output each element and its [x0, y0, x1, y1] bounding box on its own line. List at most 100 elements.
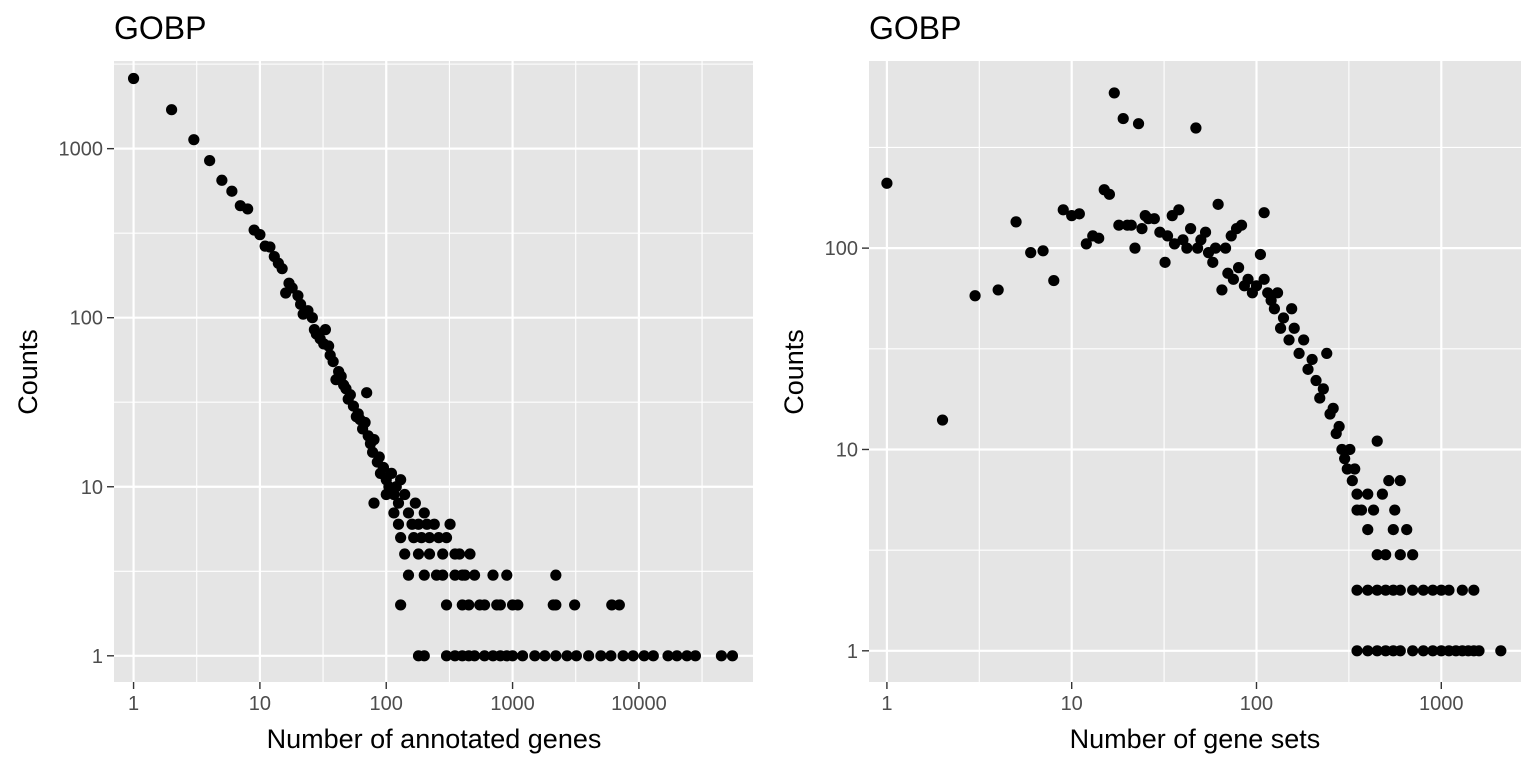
data-point [1389, 504, 1401, 516]
data-point [423, 548, 436, 560]
data-point [1185, 223, 1197, 235]
data-point [1242, 273, 1254, 285]
data-point [1190, 122, 1202, 134]
data-point [440, 532, 453, 544]
data-point [456, 569, 468, 581]
data-point [1010, 216, 1022, 228]
chart-right: GOBP 1 10 100 1000 1 10 100 Number of gene set… [779, 10, 1521, 754]
data-point [726, 650, 739, 662]
data-point [491, 599, 503, 611]
data-point [292, 290, 304, 302]
data-point [1401, 523, 1413, 536]
data-point [478, 650, 491, 662]
data-point [373, 451, 385, 463]
data-point [415, 532, 428, 544]
data-point [1394, 475, 1406, 487]
data-point [166, 104, 178, 116]
y-tick-label: 1000 [59, 139, 104, 161]
data-point [1113, 219, 1125, 231]
data-point [361, 387, 373, 399]
x-axis-title: Number of annotated genes [267, 724, 602, 754]
data-point [428, 518, 440, 530]
data-point [647, 650, 659, 662]
data-point [392, 518, 405, 530]
data-point [1417, 584, 1429, 596]
data-point [188, 134, 200, 146]
data-point [715, 650, 728, 662]
data-point [992, 284, 1004, 296]
plot-panel [114, 61, 753, 682]
data-point [605, 650, 617, 662]
data-point [468, 650, 481, 662]
data-point [1125, 219, 1137, 231]
data-point [1346, 475, 1358, 487]
data-point [327, 356, 339, 368]
data-point [1274, 322, 1287, 334]
data-point [242, 203, 254, 215]
data-point [1427, 645, 1439, 657]
data-point [1371, 549, 1383, 561]
data-point [1367, 504, 1380, 516]
data-point [595, 650, 607, 662]
data-point [323, 340, 335, 352]
data-point [689, 650, 701, 662]
x-tick-label: 100 [1240, 693, 1273, 715]
data-point [1302, 363, 1314, 375]
data-point [395, 532, 407, 544]
data-point [487, 569, 499, 581]
data-point [402, 507, 415, 519]
data-point [1362, 523, 1374, 536]
data-point [453, 548, 466, 560]
x-tick-label: 100 [370, 693, 403, 715]
data-point [254, 229, 266, 241]
data-point [1057, 204, 1069, 216]
data-point [1173, 204, 1185, 216]
data-point [550, 599, 562, 611]
data-point [440, 650, 453, 662]
y-tick-label: 1 [92, 646, 103, 668]
data-point [1362, 584, 1374, 596]
data-point [1371, 584, 1383, 596]
data-point [1344, 443, 1356, 456]
data-points [881, 87, 1507, 657]
data-point [561, 650, 573, 662]
data-point [969, 290, 981, 302]
data-point [1394, 645, 1406, 657]
data-point [295, 298, 307, 310]
data-point [1254, 248, 1267, 261]
data-point [1129, 242, 1141, 254]
x-axis-title: Number of gene sets [1070, 724, 1321, 754]
data-point [1310, 374, 1322, 387]
data-point [1037, 245, 1049, 257]
data-point [1268, 303, 1281, 315]
data-point [402, 569, 415, 581]
axis-ticks: 1 10 100 1000 10000 1 10 100 1000 [59, 139, 667, 715]
data-point [529, 650, 541, 662]
data-point [408, 532, 420, 544]
data-point [881, 177, 893, 189]
data-point [1394, 584, 1406, 596]
data-point [388, 507, 400, 519]
data-point [1293, 347, 1305, 360]
data-point [377, 461, 390, 474]
data-point [412, 548, 425, 560]
data-point [936, 414, 949, 426]
data-point [1181, 242, 1193, 254]
data-point [1339, 453, 1351, 465]
data-point [399, 488, 411, 501]
data-point [1250, 280, 1263, 292]
data-point [1387, 523, 1399, 536]
data-point [216, 174, 228, 186]
data-point [501, 569, 513, 581]
x-tick-label: 1000 [490, 693, 535, 715]
data-point [1407, 584, 1419, 596]
data-point [412, 518, 425, 530]
data-point [1277, 312, 1290, 324]
data-point [276, 263, 288, 275]
data-point [550, 569, 562, 581]
data-point [1351, 504, 1363, 516]
x-tick-label: 10000 [611, 693, 667, 715]
data-point [395, 599, 407, 611]
data-point [1321, 347, 1333, 360]
data-point [1351, 645, 1363, 657]
